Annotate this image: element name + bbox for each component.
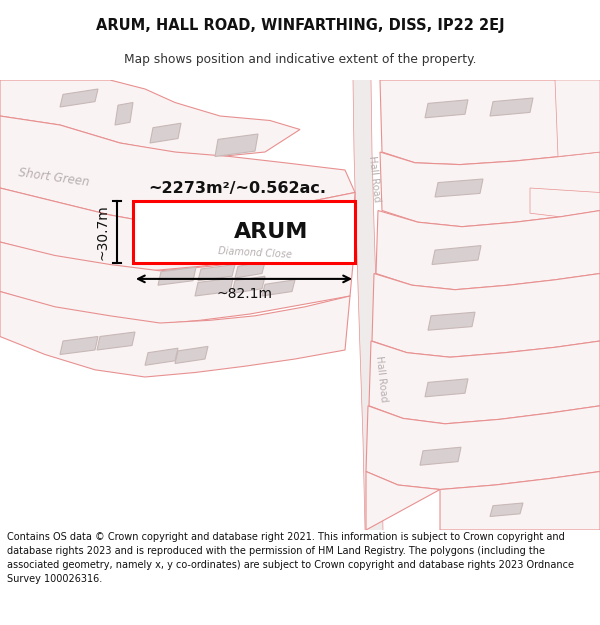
Polygon shape xyxy=(420,448,461,465)
Polygon shape xyxy=(0,152,82,184)
Text: Map shows position and indicative extent of the property.: Map shows position and indicative extent… xyxy=(124,53,476,66)
Polygon shape xyxy=(435,179,483,197)
Polygon shape xyxy=(198,264,235,281)
Polygon shape xyxy=(194,238,355,261)
Polygon shape xyxy=(440,471,600,530)
Polygon shape xyxy=(380,152,600,227)
Polygon shape xyxy=(376,211,600,290)
Bar xyxy=(133,201,355,262)
Text: ~82.1m: ~82.1m xyxy=(216,287,272,301)
Polygon shape xyxy=(428,312,475,330)
Polygon shape xyxy=(175,346,208,364)
Polygon shape xyxy=(490,503,523,516)
Polygon shape xyxy=(353,80,383,530)
Polygon shape xyxy=(232,276,265,293)
Polygon shape xyxy=(366,406,600,489)
Polygon shape xyxy=(0,80,300,156)
Polygon shape xyxy=(0,291,350,377)
Polygon shape xyxy=(490,98,533,116)
Polygon shape xyxy=(380,80,600,164)
Polygon shape xyxy=(215,134,258,156)
Polygon shape xyxy=(158,268,196,285)
Polygon shape xyxy=(97,332,135,350)
Polygon shape xyxy=(195,278,233,296)
Text: ARUM, HALL ROAD, WINFARTHING, DISS, IP22 2EJ: ARUM, HALL ROAD, WINFARTHING, DISS, IP22… xyxy=(95,18,505,32)
Polygon shape xyxy=(432,246,481,264)
Polygon shape xyxy=(372,274,600,358)
Polygon shape xyxy=(366,471,440,530)
Circle shape xyxy=(187,226,203,240)
Polygon shape xyxy=(115,102,133,125)
Polygon shape xyxy=(425,379,468,397)
Text: ARUM: ARUM xyxy=(233,222,308,242)
Polygon shape xyxy=(235,262,265,278)
Polygon shape xyxy=(150,123,181,143)
Text: Short Green: Short Green xyxy=(18,166,91,189)
Text: Hall Road: Hall Road xyxy=(367,156,382,202)
Polygon shape xyxy=(530,188,600,217)
Text: ~2273m²/~0.562ac.: ~2273m²/~0.562ac. xyxy=(148,181,326,196)
Polygon shape xyxy=(0,116,355,224)
Text: ~30.7m: ~30.7m xyxy=(96,204,110,259)
Polygon shape xyxy=(60,89,98,107)
Polygon shape xyxy=(0,242,355,325)
Polygon shape xyxy=(425,100,468,118)
Polygon shape xyxy=(555,80,600,156)
Text: Hall Road: Hall Road xyxy=(374,355,389,402)
Polygon shape xyxy=(60,336,98,354)
Text: Contains OS data © Crown copyright and database right 2021. This information is : Contains OS data © Crown copyright and d… xyxy=(7,532,574,584)
Polygon shape xyxy=(0,188,355,271)
Polygon shape xyxy=(369,341,600,424)
Polygon shape xyxy=(0,150,351,241)
Polygon shape xyxy=(262,280,295,296)
Text: Diamond Close: Diamond Close xyxy=(218,246,292,260)
Polygon shape xyxy=(145,348,178,365)
